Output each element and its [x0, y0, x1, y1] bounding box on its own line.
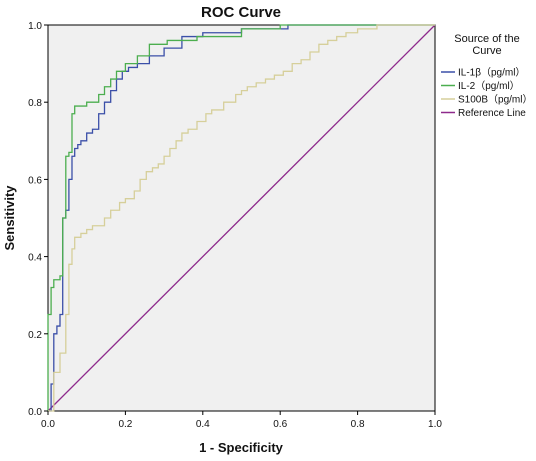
- chart-title: ROC Curve: [201, 4, 281, 21]
- legend-label-reference-line: Reference Line: [458, 108, 526, 119]
- x-tick-label: 0.0: [41, 419, 55, 430]
- legend: Source of the Curve IL-1β（pg/ml）IL-2（pg/…: [441, 33, 532, 119]
- y-axis-label: Sensitivity: [2, 185, 17, 251]
- series-layer: [47, 24, 436, 412]
- x-tick-label: 0.4: [196, 419, 210, 430]
- series-line-il-2-pg-ml: [47, 24, 435, 411]
- legend-label-il-2-pg-ml: IL-2（pg/ml）: [458, 80, 520, 92]
- y-tick-label: 0.2: [28, 330, 42, 341]
- series-line-il-1-pg-ml: [48, 24, 435, 412]
- y-tick-label: 0.8: [28, 98, 42, 109]
- series-line-reference-line: [47, 24, 436, 412]
- y-tick-label: 1.0: [28, 21, 42, 32]
- legend-label-il-1-pg-ml: IL-1β（pg/ml）: [458, 67, 525, 79]
- y-tick-label: 0.0: [28, 407, 42, 418]
- legend-title-line-1: Source of the: [454, 33, 519, 45]
- legend-title-line-2: Curve: [472, 45, 501, 57]
- axis-layer: 0.0 0.2 0.4 0.6 0.8 1.0 0.0 0.2 0.4 0.6 0.8 1.0: [28, 21, 442, 430]
- legend-label-s100b-pg-ml: S100B（pg/ml）: [458, 94, 532, 106]
- series-line-s100b-pg-ml: [48, 24, 435, 412]
- x-tick-label: 0.2: [118, 419, 132, 430]
- x-tick-label: 1.0: [428, 419, 442, 430]
- y-tick-label: 0.4: [28, 253, 42, 264]
- legend-items: IL-1β（pg/ml）IL-2（pg/ml） S100B（pg/ml） Refer…: [441, 67, 532, 119]
- x-tick-label: 0.6: [273, 419, 287, 430]
- x-tick-label: 0.8: [351, 419, 365, 430]
- x-axis-label: 1 - Specificity: [199, 440, 284, 455]
- y-tick-label: 0.6: [28, 175, 42, 186]
